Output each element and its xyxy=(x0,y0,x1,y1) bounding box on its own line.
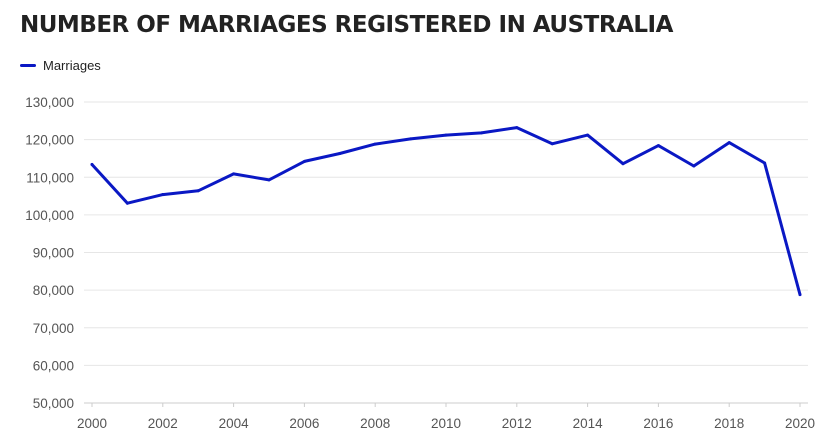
x-tick-label: 2006 xyxy=(289,416,319,431)
data-point xyxy=(550,142,554,146)
x-tick-label: 2020 xyxy=(785,416,815,431)
data-point xyxy=(302,159,306,163)
x-tick-label: 2008 xyxy=(360,416,390,431)
x-axis: 2000 2002 2004 2006 2008 2010 2012 2014 2016 2018… xyxy=(77,403,815,431)
y-tick-label: 100,000 xyxy=(25,208,74,223)
data-point xyxy=(586,133,590,137)
y-tick-label: 60,000 xyxy=(33,358,74,373)
x-tick-label: 2016 xyxy=(643,416,673,431)
y-tick-label: 130,000 xyxy=(25,95,74,110)
data-point xyxy=(267,178,271,182)
x-tick-label: 2012 xyxy=(502,416,532,431)
data-point xyxy=(125,201,129,205)
x-tick-label: 2000 xyxy=(77,416,107,431)
data-point xyxy=(515,126,519,130)
data-point xyxy=(373,142,377,146)
y-tick-label: 90,000 xyxy=(33,246,74,261)
x-tick-label: 2014 xyxy=(573,416,604,431)
y-tick-label: 80,000 xyxy=(33,283,74,298)
data-point xyxy=(798,293,802,297)
data-point xyxy=(656,144,660,148)
y-axis: 50,000 60,000 70,000 80,000 90,000 100,000 110… xyxy=(25,95,74,411)
series-line-marriages xyxy=(90,126,802,297)
legend-swatch-marriages xyxy=(20,64,36,67)
y-tick-label: 50,000 xyxy=(33,396,74,411)
data-point xyxy=(196,189,200,193)
x-tick-label: 2018 xyxy=(714,416,744,431)
data-point xyxy=(727,141,731,145)
data-point xyxy=(338,152,342,156)
data-point xyxy=(763,161,767,165)
data-point xyxy=(692,164,696,168)
x-tick-label: 2002 xyxy=(148,416,178,431)
data-point xyxy=(444,133,448,137)
legend-label-marriages: Marriages xyxy=(43,58,101,73)
x-tick-label: 2004 xyxy=(219,416,250,431)
data-point xyxy=(621,162,625,166)
y-tick-label: 70,000 xyxy=(33,321,74,336)
data-point xyxy=(479,131,483,135)
x-tick-label: 2010 xyxy=(431,416,461,431)
data-points xyxy=(90,126,802,297)
data-point xyxy=(161,193,165,197)
data-point xyxy=(232,172,236,176)
chart-title: NUMBER OF MARRIAGES REGISTERED IN AUSTRA… xyxy=(20,12,673,38)
y-tick-label: 120,000 xyxy=(25,133,74,148)
data-point xyxy=(90,162,94,166)
y-tick-label: 110,000 xyxy=(26,170,74,185)
legend: Marriages xyxy=(20,58,101,73)
gridlines xyxy=(84,101,808,404)
data-point xyxy=(409,137,413,141)
